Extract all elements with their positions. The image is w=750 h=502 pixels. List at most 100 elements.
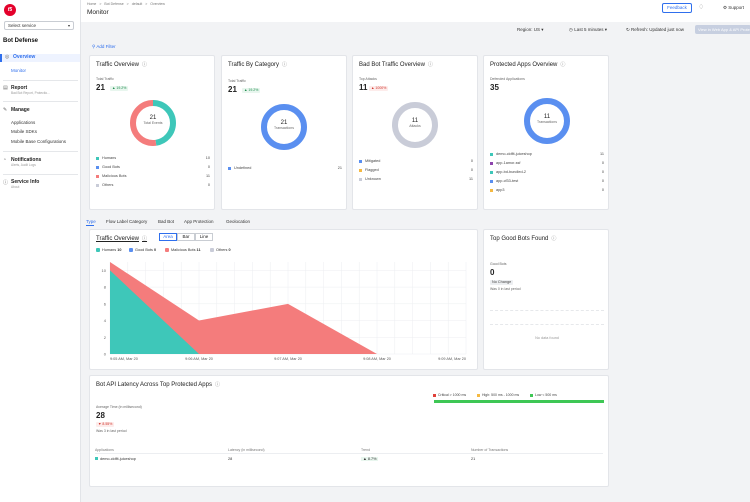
- region-select[interactable]: Region: US ▾: [517, 27, 544, 32]
- donut-chart: [392, 102, 438, 148]
- y-tick-label: 2: [104, 335, 107, 340]
- clock-icon: ◷: [569, 27, 575, 32]
- trend-badge: ▲ 19.2%: [110, 86, 129, 91]
- latency-card: Bot API Latency Across Top Protected App…: [89, 375, 609, 487]
- placeholder-line: [490, 310, 604, 311]
- kpi-value: 21: [96, 83, 105, 92]
- legend-item: Low < 500 ms: [530, 393, 557, 397]
- sidebar-item-service-info[interactable]: ⓘ Service Info About: [3, 179, 40, 189]
- x-tick-label: 9:07 AM, Mar 20: [274, 357, 302, 361]
- placeholder-line: [490, 324, 604, 325]
- trend-badge: ▲ 19.2%: [242, 88, 261, 93]
- legend-item: High: 500 ms - 1000 ms: [477, 393, 519, 397]
- mode-line-button[interactable]: Line: [195, 233, 213, 241]
- help-icon: ⚙: [723, 5, 729, 10]
- f5-logo: f5: [4, 4, 16, 16]
- tab-flow-label[interactable]: Flow Label Category: [106, 219, 148, 224]
- info-icon[interactable]: ⓘ: [427, 62, 433, 68]
- mode-bar-button[interactable]: Bar: [177, 233, 195, 241]
- sidebar-link-mobile-base-config[interactable]: Mobile Base Configurations: [11, 139, 67, 144]
- divider: [3, 101, 78, 102]
- series-toggle-good-bots[interactable]: Good Bots 0: [129, 248, 156, 252]
- feedback-button[interactable]: Feedback: [662, 3, 692, 13]
- filter-bar: Region: US ▾ ◷ Last 5 minutes ▾ ↻ Refres…: [81, 22, 750, 38]
- table-cell-transactions: 21: [471, 457, 476, 461]
- bad-bot-card: Bad Bot Traffic Overview ⓘ Top Attacks 11…: [352, 55, 478, 210]
- tab-bad-bot[interactable]: Bad Bot: [158, 219, 175, 224]
- traffic-overview-card: Traffic Overview ⓘ Total Traffic 21 ▲ 19.…: [89, 55, 215, 210]
- legend-item: Others 0: [96, 183, 210, 187]
- info-icon[interactable]: ⓘ: [551, 236, 557, 242]
- time-range-select[interactable]: ◷ Last 5 minutes ▾: [569, 27, 607, 32]
- donut-chart: [130, 100, 176, 146]
- table-cell-app[interactable]: demo-cldfit-juiceshop: [95, 457, 136, 461]
- notification-bell-icon[interactable]: ♢: [698, 4, 705, 11]
- refresh-button[interactable]: ↻ Refresh: Updated just now: [626, 27, 685, 32]
- x-tick-label: 9:05 AM, Mar 20: [110, 357, 138, 361]
- sidebar-item-overview[interactable]: ◎ Overview: [0, 54, 80, 62]
- support-menu[interactable]: ⚙ Support: [723, 5, 745, 10]
- column-header: Latency (in millisecond): [228, 448, 265, 452]
- empty-state: No data found: [535, 336, 559, 340]
- tab-geolocation[interactable]: Geolocation: [226, 219, 251, 224]
- info-icon[interactable]: ⓘ: [214, 382, 220, 388]
- tab-underline: [86, 225, 94, 226]
- mode-area-button[interactable]: Area: [159, 233, 177, 241]
- info-icon: ⓘ: [3, 180, 9, 186]
- service-select[interactable]: Select service ▾: [4, 21, 74, 30]
- legend-item: Flagged 0: [359, 168, 473, 172]
- series-toggle-humans[interactable]: Humans 10: [96, 248, 121, 252]
- sidebar-item-report[interactable]: ▤ Report Bad Bot Report, Protectio...: [3, 85, 50, 95]
- card-title: Traffic Overview ⓘ: [96, 62, 148, 68]
- divider: [3, 174, 78, 175]
- chevron-down-icon: ▾: [67, 23, 70, 28]
- sidebar-link-applications[interactable]: Applications: [11, 120, 36, 125]
- sidebar-item-notifications[interactable]: ◔ Notifications Alerts, Audit Logs: [3, 157, 42, 167]
- apps-donut: 11 Transactions: [523, 97, 571, 145]
- legend-item: app-bd-bundled-2 0: [490, 170, 604, 174]
- info-icon[interactable]: ⓘ: [282, 62, 288, 68]
- sidebar-link-monitor[interactable]: Monitor: [11, 68, 27, 73]
- page-title: Monitor: [87, 9, 109, 16]
- info-icon[interactable]: ⓘ: [142, 62, 148, 68]
- tab-type[interactable]: Type: [86, 219, 96, 224]
- y-tick-label: 10: [102, 268, 107, 273]
- tab-app-protection[interactable]: App Protection: [184, 219, 214, 224]
- bad-bot-donut: 11 Attacks: [391, 101, 439, 149]
- y-tick-label: 8: [104, 285, 107, 290]
- grid-icon: ◎: [5, 54, 10, 60]
- column-header: Trend: [361, 448, 371, 452]
- area-series-malicious-bots[interactable]: [110, 262, 466, 354]
- info-icon[interactable]: ⓘ: [142, 236, 148, 242]
- traffic-by-category-card: Traffic By Category ⓘ Total Traffic 21 ▲ …: [221, 55, 347, 210]
- add-filter-button[interactable]: ⚲ Add Filter: [92, 44, 116, 49]
- legend-item: Malicious Bots 11: [96, 174, 210, 178]
- refresh-icon: ↻: [626, 27, 632, 32]
- legend-item: Good Bots 0: [96, 165, 210, 169]
- info-icon[interactable]: ⓘ: [560, 62, 566, 68]
- legend-item: app3 0: [490, 188, 604, 192]
- top-good-bots-card: Top Good Bots Found ⓘ Good Bots 0 No Chan…: [483, 229, 609, 370]
- category-donut: 21 Transactions: [260, 103, 308, 151]
- column-header: Number of Transactions: [471, 448, 509, 452]
- x-tick-label: 9:09 AM, Mar 20: [438, 357, 466, 361]
- divider: [3, 80, 78, 81]
- sidebar-item-manage[interactable]: ✎ Manage: [3, 107, 30, 113]
- legend-item: demo-cldfit-juiceshop 11: [490, 152, 604, 156]
- sidebar-link-mobile-sdks[interactable]: Mobile SDKs: [11, 129, 38, 134]
- donut-slice-unknown: [392, 102, 438, 148]
- legend-item: Mitigated 0: [359, 159, 473, 163]
- kpi-value: 35: [490, 83, 499, 92]
- donut-slice-undefined: [261, 104, 307, 150]
- legend-item: Undefined 21: [228, 166, 342, 170]
- card-title: Bot API Latency Across Top Protected App…: [96, 382, 220, 388]
- y-tick-label: 0: [104, 352, 107, 357]
- y-tick-label: 6: [104, 301, 107, 306]
- area-series-humans[interactable]: [110, 270, 466, 354]
- series-toggle-others[interactable]: Others 0: [210, 248, 231, 252]
- series-toggle-malicious[interactable]: Malicious Bots 11: [165, 248, 201, 252]
- latency-bar: [434, 400, 604, 403]
- view-in-waap-button[interactable]: View in Web App & API Protection: [695, 25, 750, 34]
- kpi-value: 21: [228, 85, 237, 94]
- donut-slice-app: [524, 98, 570, 144]
